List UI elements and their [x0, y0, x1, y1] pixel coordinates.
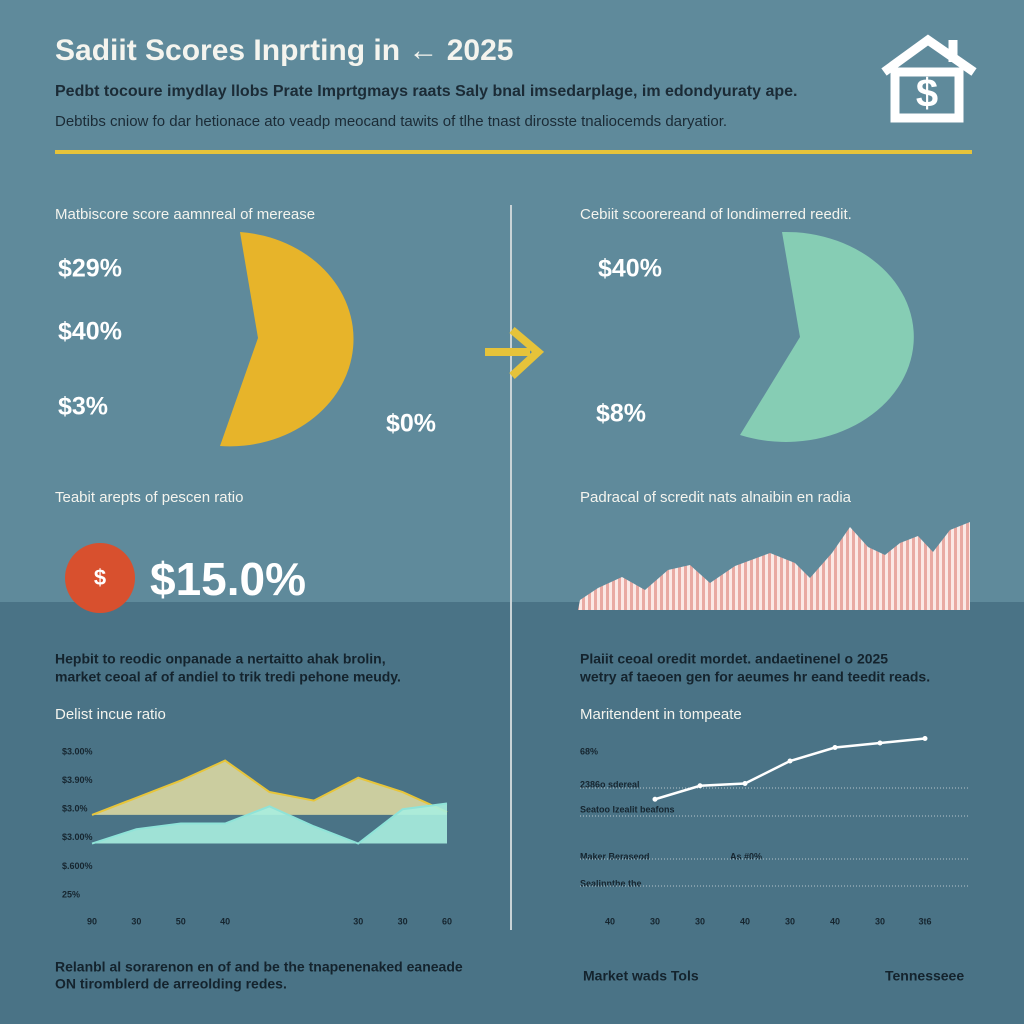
y-tick-label: 25%	[62, 889, 80, 899]
point	[787, 758, 793, 764]
pie-label: $40%	[598, 255, 662, 283]
chart-heading: Delist incue ratio	[55, 706, 166, 723]
x-tick-label: 3t6	[918, 916, 931, 926]
x-tick-label: 40	[830, 916, 840, 926]
x-tick-label: 40	[740, 916, 750, 926]
point	[877, 740, 883, 746]
y-tick-label: $.600%	[62, 861, 93, 871]
pie-label: $0%	[386, 410, 436, 438]
section-heading: Padracal of scredit nats alnaibin en rad…	[580, 489, 852, 506]
pie-label: $40%	[58, 318, 122, 346]
x-tick-label: 60	[442, 916, 452, 926]
chart-heading: Maritendent in tompeate	[580, 706, 742, 723]
x-tick-label: 40	[220, 916, 230, 926]
pie-label: $8%	[596, 400, 646, 428]
svg-text:$: $	[916, 72, 938, 116]
footer-note: Relanbl al sorarenon en of and be the tn…	[55, 959, 463, 975]
point	[922, 736, 928, 741]
point	[742, 781, 748, 786]
y-tick-label: 68%	[580, 746, 598, 756]
x-tick-label: 30	[353, 916, 363, 926]
note: Hepbit to reodic onpanade a nertaitto ah…	[55, 651, 386, 667]
x-tick-label: 90	[87, 916, 97, 926]
icon-text: $	[94, 565, 106, 590]
subtitle: Pedbt tocoure imydlay llobs Prate Imprtg…	[55, 83, 797, 100]
section-heading: Teabit arepts of pescen ratio	[55, 489, 243, 506]
y-tick-label: $3.00%	[62, 746, 93, 756]
annotation: Sealinnthe the	[580, 878, 642, 888]
pie-shape	[220, 232, 354, 447]
point	[832, 745, 838, 750]
panel-heading: Matbiscore score aamnreal of merease	[55, 206, 315, 223]
y-tick-label: $3.0%	[62, 804, 88, 814]
point	[697, 783, 703, 789]
annotation: Seatoo Izealit beafons	[580, 804, 675, 814]
house-icon: $	[881, 34, 977, 123]
x-tick-label: 30	[785, 916, 795, 926]
x-tick-label: 40	[605, 916, 615, 926]
area-fill	[92, 760, 447, 815]
arrow-head	[509, 326, 545, 379]
annotation: 2386o sdereal	[580, 779, 640, 789]
pie-label: $29%	[58, 255, 122, 283]
x-tick-label: 30	[695, 916, 705, 926]
annotation: As #0%	[730, 851, 762, 861]
note: wetry af taeoen gen for aeumes hr eand t…	[579, 669, 930, 685]
note: Plaiit ceoal oredit mordet. andaetinenel…	[580, 651, 888, 667]
pie-shape	[740, 231, 914, 442]
wave-graphic	[578, 522, 970, 610]
ratio-value: $15.0%	[150, 553, 306, 605]
footer-note: ON tiromblerd de arreolding redes.	[55, 976, 287, 992]
point	[652, 796, 658, 802]
x-tick-label: 30	[131, 916, 141, 926]
note: market ceoal af of andiel to trik tredi …	[55, 669, 401, 685]
pie-label: $3%	[58, 393, 108, 421]
description: Debtibs cniow fo dar hetionace ato veadp…	[55, 113, 727, 130]
x-tick-label: 50	[176, 916, 186, 926]
dollar-icon	[65, 543, 135, 613]
series-line	[91, 802, 448, 845]
x-tick-label: 30	[650, 916, 660, 926]
panel-heading: Cebiit scoorereand of londimerred reedit…	[580, 206, 852, 223]
annotation: Maker Beraseod	[580, 851, 650, 861]
footer-note: Tennesseee	[885, 968, 964, 984]
y-tick-label: $3.00%	[62, 832, 93, 842]
title: Sadiit Scores Inprting in ← 2025	[55, 34, 513, 67]
y-tick-label: $3.90%	[62, 775, 93, 785]
x-tick-label: 30	[398, 916, 408, 926]
x-tick-label: 30	[875, 916, 885, 926]
series-line	[91, 759, 448, 816]
footer-note: Market wads Tols	[583, 968, 699, 984]
area-fill	[92, 803, 447, 844]
